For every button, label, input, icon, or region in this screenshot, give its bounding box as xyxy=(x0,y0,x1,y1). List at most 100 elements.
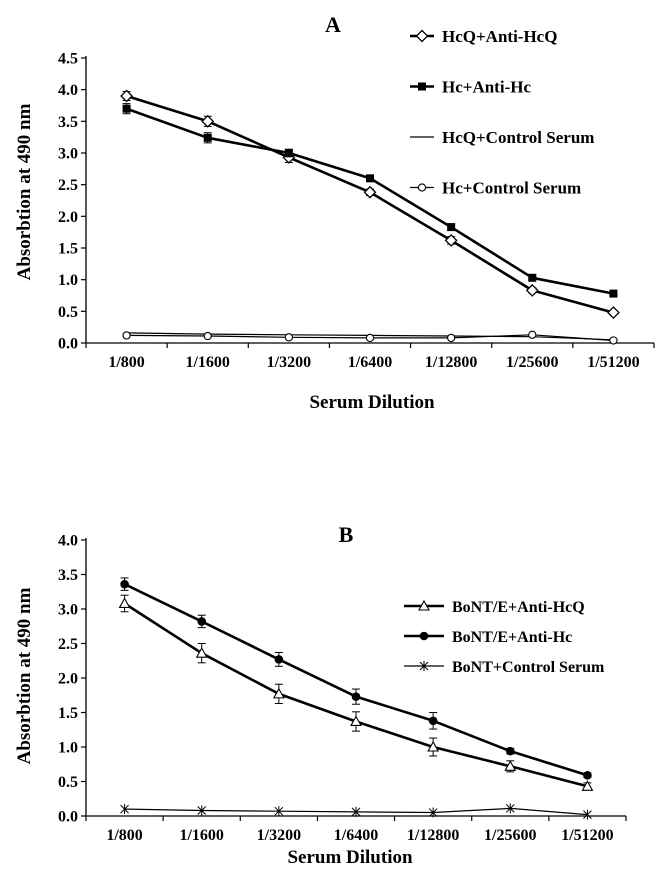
data-point xyxy=(274,655,284,664)
data-point xyxy=(446,333,456,343)
x-tick-label: 1/3200 xyxy=(267,354,311,371)
legend-item: BoNT/E+Anti-Hc xyxy=(404,629,572,646)
x-tick-label: 1/800 xyxy=(106,827,142,844)
x-tick-label: 1/3200 xyxy=(257,827,301,844)
series-4 xyxy=(122,330,618,345)
chart-panel-b: B Absorbtion at 490 nm Serum Dilution 0.… xyxy=(14,522,627,868)
series-2 xyxy=(122,103,618,298)
data-point xyxy=(528,330,537,339)
y-tick-label: 1.0 xyxy=(58,272,78,289)
data-point xyxy=(609,336,618,345)
data-point xyxy=(197,617,207,626)
chart-title: A xyxy=(325,12,341,37)
legend-item: BoNT+Control Serum xyxy=(404,659,605,676)
y-tick-label: 2.0 xyxy=(58,671,78,688)
y-tick-label: 1.0 xyxy=(58,740,78,757)
legend-item: HcQ+Control Serum xyxy=(410,128,594,147)
legend-label: HcQ+Anti-HcQ xyxy=(442,27,557,46)
x-tick-label: 1/25600 xyxy=(484,827,536,844)
y-tick-label: 3.0 xyxy=(58,146,78,163)
legend-label: HcQ+Control Serum xyxy=(442,128,594,147)
data-point xyxy=(120,804,129,815)
data-point xyxy=(284,149,293,157)
y-tick-label: 1.5 xyxy=(58,705,78,722)
data-point xyxy=(118,597,131,609)
legend-marker xyxy=(418,82,426,91)
legend-marker xyxy=(419,631,429,641)
x-tick-label: 1/51200 xyxy=(561,827,613,844)
x-tick-label: 1/12800 xyxy=(407,827,459,844)
data-point xyxy=(122,331,131,340)
legend-label: BoNT+Control Serum xyxy=(452,659,605,676)
legend-marker xyxy=(417,183,427,192)
data-point xyxy=(583,770,592,780)
data-point xyxy=(505,746,515,756)
plot-area: 0.0 0.5 1.0 1.5 2.0 2.5 3.0 3.5 4.0 1/800 1/1600 1/… xyxy=(58,533,627,844)
legend-label: BoNT/E+Anti-HcQ xyxy=(452,599,585,616)
data-point xyxy=(447,223,456,232)
y-tick-label: 0.5 xyxy=(58,304,78,321)
data-point xyxy=(120,579,129,589)
legend: BoNT/E+Anti-HcQ BoNT/E+Anti-Hc BoNT+Contro… xyxy=(404,599,605,676)
x-tick-label: 1/6400 xyxy=(348,354,392,371)
data-point xyxy=(428,807,438,818)
y-tick-label: 2.5 xyxy=(58,636,78,653)
x-axis-label: Serum Dilution xyxy=(287,847,413,868)
y-tick-label: 3.0 xyxy=(58,602,78,619)
x-axis-label: Serum Dilution xyxy=(309,392,435,413)
series-2 xyxy=(120,577,592,780)
legend: HcQ+Anti-HcQ Hc+Anti-Hc HcQ+Control Serum H… xyxy=(410,27,594,198)
y-axis-label: Absorbtion at 490 nm xyxy=(14,103,35,280)
y-tick-label: 4.0 xyxy=(58,533,78,550)
data-point xyxy=(351,806,361,817)
data-point xyxy=(363,185,377,199)
legend-item: Hc+Control Serum xyxy=(410,179,581,198)
x-tick-label: 1/12800 xyxy=(425,354,477,371)
x-tick-label: 1/25600 xyxy=(506,354,558,371)
legend-marker xyxy=(418,599,430,611)
data-point xyxy=(365,333,375,343)
y-axis-label: Absorbtion at 490 nm xyxy=(14,587,35,764)
data-point xyxy=(272,687,285,699)
data-point xyxy=(609,289,618,298)
data-point xyxy=(428,716,438,726)
data-point xyxy=(444,233,458,247)
data-point xyxy=(583,809,592,820)
y-tick-label: 0.0 xyxy=(58,809,78,826)
legend-label: Hc+Control Serum xyxy=(442,179,581,198)
data-point xyxy=(122,104,131,113)
x-tick-label: 1/800 xyxy=(108,354,144,371)
x-tick-label: 1/1600 xyxy=(185,354,229,371)
data-point xyxy=(427,740,440,752)
x-tick-label: 1/51200 xyxy=(587,354,639,371)
plot-area: 0.0 0.5 1.0 1.5 2.0 2.5 3.0 3.5 4.0 4.5 1/800 1/160… xyxy=(58,51,655,371)
series-1 xyxy=(118,594,594,791)
y-tick-label: 4.0 xyxy=(58,82,78,99)
data-point xyxy=(528,273,537,282)
data-point xyxy=(350,715,362,727)
y-tick-label: 1.5 xyxy=(58,241,78,258)
data-point xyxy=(120,89,133,103)
y-tick-label: 2.0 xyxy=(58,209,78,226)
y-tick-label: 2.5 xyxy=(58,177,78,194)
data-point xyxy=(504,760,517,771)
data-point xyxy=(201,114,215,128)
chart-panel-a: A Absorbtion at 490 nm Serum Dilution 0.… xyxy=(14,12,655,413)
data-point xyxy=(195,647,208,658)
data-point xyxy=(581,780,594,791)
data-point xyxy=(203,331,212,341)
data-point xyxy=(366,174,374,183)
data-point xyxy=(274,806,284,817)
data-point xyxy=(607,306,620,320)
data-point xyxy=(284,333,294,342)
legend-item: HcQ+Anti-HcQ xyxy=(410,27,557,46)
y-tick-label: 0.0 xyxy=(58,336,78,353)
legend-label: BoNT/E+Anti-Hc xyxy=(452,629,572,646)
legend-marker xyxy=(419,661,429,671)
x-tick-label: 1/1600 xyxy=(179,827,223,844)
data-point xyxy=(505,803,515,814)
data-point xyxy=(203,133,212,142)
data-point xyxy=(525,284,539,297)
series-3 xyxy=(120,803,592,820)
